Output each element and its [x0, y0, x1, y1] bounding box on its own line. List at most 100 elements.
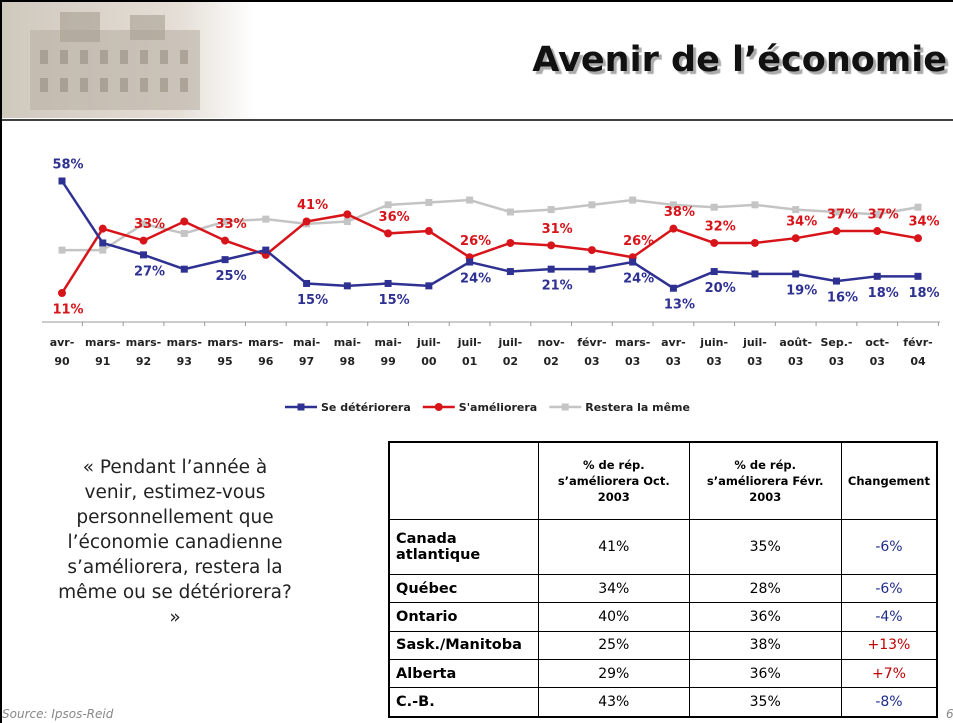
cell: Sask./Manitoba: [389, 631, 539, 659]
marker: [466, 197, 473, 204]
marker: [548, 266, 555, 273]
x-tick-label-line: 03: [584, 355, 599, 368]
marker: [59, 247, 66, 254]
x-tick-label: mars-03: [615, 336, 650, 368]
marker: [873, 227, 881, 235]
x-tick-label: mai- 98: [334, 336, 361, 368]
marker: [548, 206, 555, 213]
x-tick-label-line: oct-: [865, 336, 889, 349]
marker: [507, 268, 514, 275]
x-tick-label-line: Sep.-: [820, 336, 852, 349]
cell: 28%: [689, 575, 841, 603]
x-tick-label-line: mai-: [374, 336, 401, 349]
x-tick-label-line: 90: [54, 355, 70, 368]
data-label: 26%: [623, 234, 654, 249]
x-tick-label-line: 02: [503, 355, 518, 368]
marker: [710, 239, 718, 247]
x-tick-label: août-03: [779, 336, 812, 368]
cell: Alberta: [389, 659, 539, 687]
cell: Québec: [389, 575, 539, 603]
legend-label: Se détériorera: [321, 401, 411, 414]
marker: [343, 210, 351, 218]
x-tick-label: mars-92: [126, 336, 161, 368]
marker: [180, 218, 188, 226]
cell: -8%: [841, 688, 937, 717]
cell: 43%: [539, 688, 689, 717]
x-tick-label: juil-00: [416, 336, 441, 368]
x-tick-label-line: avr-: [50, 336, 75, 349]
data-label: 31%: [542, 222, 573, 237]
marker: [670, 285, 677, 292]
x-tick-label-line: juin-: [699, 336, 728, 349]
series: 11%33%33%41%36%26%31%26%38%32%34%37%37%3…: [52, 198, 939, 317]
x-tick-label-line: mars-: [248, 336, 283, 349]
marker: [588, 246, 596, 254]
data-label: 26%: [460, 234, 491, 249]
data-label: 24%: [460, 272, 491, 287]
cell: 41%: [539, 520, 689, 575]
data-label: 11%: [52, 303, 83, 318]
x-tick-label-line: 95: [217, 355, 232, 368]
x-tick-label-line: 91: [95, 355, 110, 368]
marker: [425, 227, 433, 235]
marker: [751, 270, 758, 277]
marker: [751, 239, 759, 247]
x-tick-label-line: 96: [258, 355, 274, 368]
data-label: 21%: [542, 279, 573, 294]
x-tick-label-line: 00: [421, 355, 437, 368]
marker: [425, 282, 432, 289]
data-label: 32%: [705, 219, 736, 234]
marker: [425, 199, 432, 206]
x-tick-label-line: 99: [380, 355, 395, 368]
data-label: 24%: [623, 272, 654, 287]
cell: 35%: [689, 520, 841, 575]
marker: [384, 229, 392, 237]
row: C.-B.43%35%-8%: [389, 688, 937, 717]
marker: [303, 218, 311, 226]
x-tick-label: avr-03: [661, 336, 686, 368]
data-label: 38%: [664, 205, 695, 220]
marker: [914, 234, 922, 242]
marker: [385, 280, 392, 287]
cell: 34%: [539, 575, 689, 603]
marker: [298, 404, 305, 411]
data-label: 18%: [868, 286, 899, 301]
slide: avr-90mars-91mars-92mars-93mars-95mars-9…: [0, 0, 953, 723]
cell: 40%: [539, 603, 689, 631]
x-tick-label-line: nov-: [538, 336, 565, 349]
x-tick-label-line: 03: [625, 355, 640, 368]
marker: [262, 247, 269, 254]
marker: [99, 247, 106, 254]
cell: -6%: [841, 575, 937, 603]
marker: [915, 204, 922, 211]
data-label: 13%: [664, 298, 695, 313]
marker: [562, 404, 569, 411]
data-label: 25%: [215, 269, 246, 284]
data-label: 34%: [786, 215, 817, 230]
marker: [58, 289, 66, 297]
x-tick-label-line: mars-: [126, 336, 161, 349]
marker: [629, 259, 636, 266]
marker: [466, 259, 473, 266]
x-tick-label-line: 98: [340, 355, 355, 368]
legend-label: S'améliorera: [459, 401, 537, 414]
marker: [303, 280, 310, 287]
marker: [262, 216, 269, 223]
cell: 36%: [689, 603, 841, 631]
marker: [385, 201, 392, 208]
marker: [221, 237, 229, 245]
data-label: 33%: [134, 217, 165, 232]
x-tick-label-line: mars-: [85, 336, 120, 349]
x-tick-label: avr- 90: [50, 336, 75, 368]
marker: [751, 201, 758, 208]
row: Sask./Manitoba25%38%+13%: [389, 631, 937, 659]
x-tick-label-line: mai-: [334, 336, 361, 349]
marker: [222, 256, 229, 263]
x-tick-label-line: 93: [177, 355, 192, 368]
marker: [99, 239, 106, 246]
cell: C.-B.: [389, 688, 539, 717]
marker: [140, 251, 147, 258]
header-cell: % de rép. s’améliorera Févr. 2003: [689, 442, 841, 520]
data-label: 19%: [786, 283, 817, 298]
cell: 38%: [689, 631, 841, 659]
